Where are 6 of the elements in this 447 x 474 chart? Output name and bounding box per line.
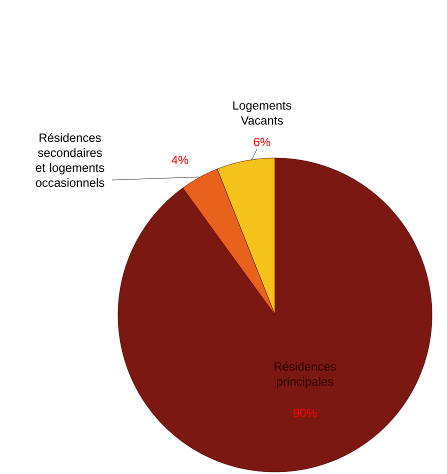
- slice-label: Résidences secondaires et logements occasionnels: [36, 133, 104, 187]
- data-label: 4%: [172, 156, 188, 164]
- data-label: 90%: [294, 408, 317, 418]
- slice-label: Résidences principales: [274, 362, 336, 388]
- slice-label: Logements Vacants: [233, 101, 292, 125]
- data-label: 6%: [254, 138, 270, 146]
